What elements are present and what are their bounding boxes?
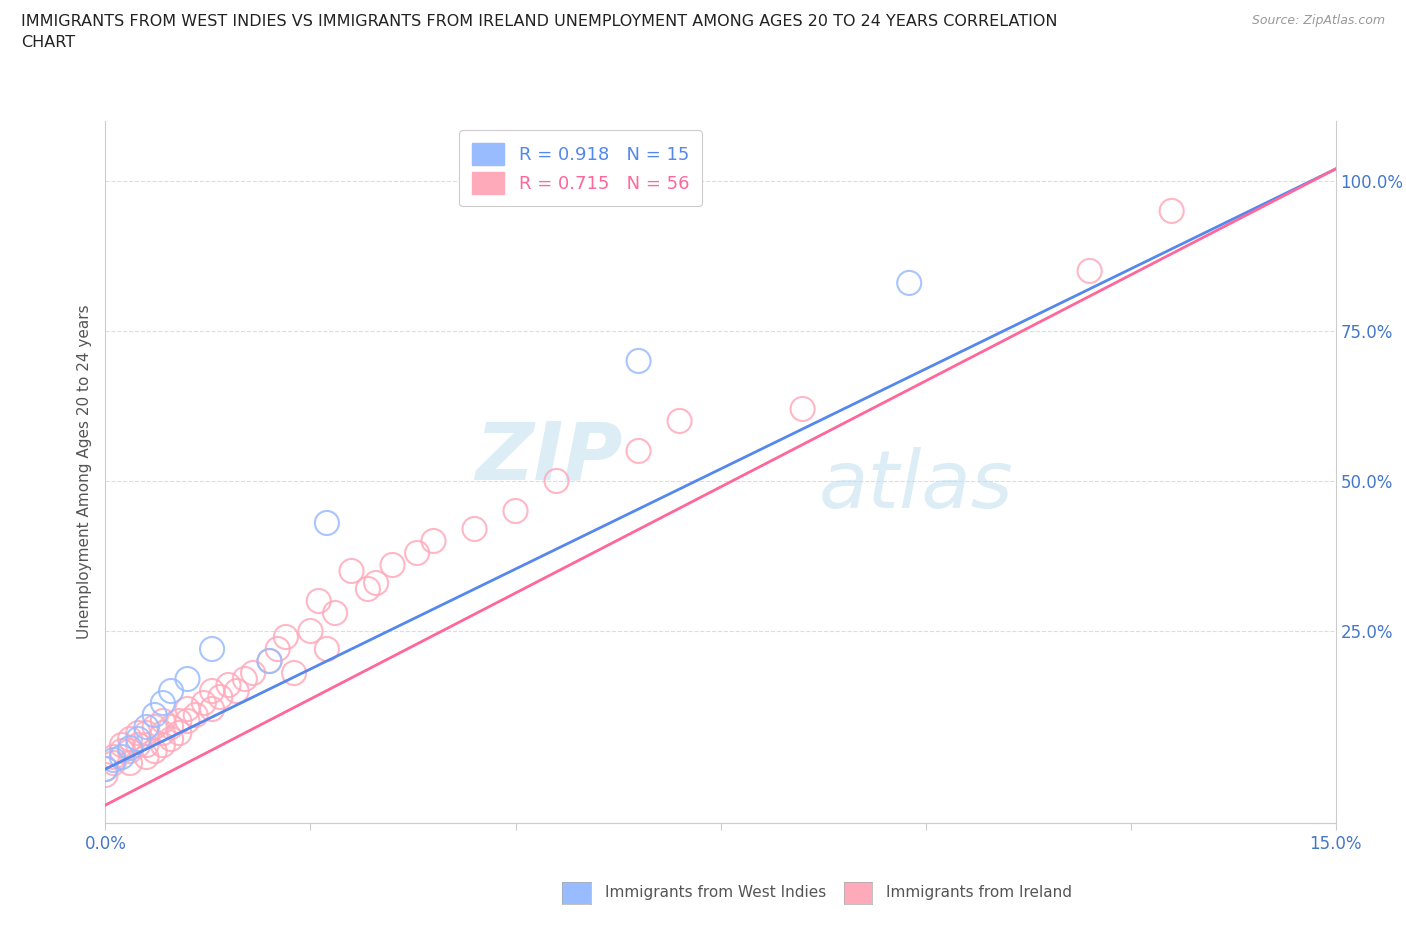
Point	[201, 642, 224, 657]
Point	[184, 708, 207, 723]
Point	[201, 684, 224, 698]
Point	[505, 503, 527, 518]
Point	[160, 732, 183, 747]
Point	[120, 744, 141, 759]
Point	[898, 275, 921, 290]
Point	[127, 737, 149, 752]
Point	[152, 737, 174, 752]
Point	[381, 558, 404, 573]
Point	[127, 725, 149, 740]
Point	[627, 444, 650, 458]
Text: IMMIGRANTS FROM WEST INDIES VS IMMIGRANTS FROM IRELAND UNEMPLOYMENT AMONG AGES 2: IMMIGRANTS FROM WEST INDIES VS IMMIGRANT…	[21, 14, 1057, 29]
Point	[259, 654, 281, 669]
Point	[143, 708, 166, 723]
Point	[135, 725, 157, 740]
Point	[103, 755, 125, 770]
Point	[209, 689, 232, 704]
Point	[160, 720, 183, 735]
Legend: R = 0.918   N = 15, R = 0.715   N = 56: R = 0.918 N = 15, R = 0.715 N = 56	[458, 130, 702, 206]
Point	[316, 515, 339, 530]
Point	[135, 720, 157, 735]
Point	[143, 720, 166, 735]
Text: atlas: atlas	[818, 447, 1014, 525]
Point	[340, 564, 363, 578]
Point	[169, 713, 191, 728]
Text: CHART: CHART	[21, 35, 75, 50]
Point	[422, 534, 444, 549]
Point	[218, 678, 240, 693]
Point	[135, 750, 157, 764]
Point	[152, 725, 174, 740]
Point	[316, 642, 339, 657]
Point	[94, 767, 117, 782]
Point	[127, 732, 149, 747]
Point	[143, 744, 166, 759]
Point	[176, 701, 198, 716]
Point	[169, 725, 191, 740]
Point	[201, 701, 224, 716]
Point	[1160, 204, 1182, 219]
Point	[274, 630, 297, 644]
Point	[259, 654, 281, 669]
Point	[120, 740, 141, 755]
Point	[464, 522, 486, 537]
Point	[299, 624, 322, 639]
Point	[323, 605, 346, 620]
Point	[283, 666, 305, 681]
Point	[176, 671, 198, 686]
Point	[103, 750, 125, 764]
Text: Immigrants from West Indies: Immigrants from West Indies	[605, 885, 825, 900]
Point	[94, 762, 117, 777]
Point	[111, 750, 134, 764]
Point	[546, 473, 568, 488]
Point	[120, 755, 141, 770]
Point	[406, 546, 429, 561]
Point	[111, 744, 134, 759]
Point	[111, 737, 134, 752]
Text: Source: ZipAtlas.com: Source: ZipAtlas.com	[1251, 14, 1385, 27]
Point	[94, 762, 117, 777]
Point	[152, 713, 174, 728]
Point	[176, 713, 198, 728]
Point	[135, 737, 157, 752]
Point	[225, 684, 247, 698]
Point	[792, 402, 814, 417]
Point	[668, 414, 690, 429]
Point	[103, 752, 125, 767]
Y-axis label: Unemployment Among Ages 20 to 24 years: Unemployment Among Ages 20 to 24 years	[76, 305, 91, 639]
Text: Immigrants from Ireland: Immigrants from Ireland	[886, 885, 1071, 900]
Point	[242, 666, 264, 681]
Point	[1078, 263, 1101, 278]
Point	[120, 732, 141, 747]
Point	[267, 642, 290, 657]
Text: ZIP: ZIP	[475, 418, 621, 497]
Point	[193, 696, 215, 711]
Point	[627, 353, 650, 368]
Point	[357, 581, 380, 596]
Point	[308, 593, 330, 608]
Point	[152, 696, 174, 711]
Point	[233, 671, 256, 686]
Point	[366, 576, 388, 591]
Point	[160, 684, 183, 698]
